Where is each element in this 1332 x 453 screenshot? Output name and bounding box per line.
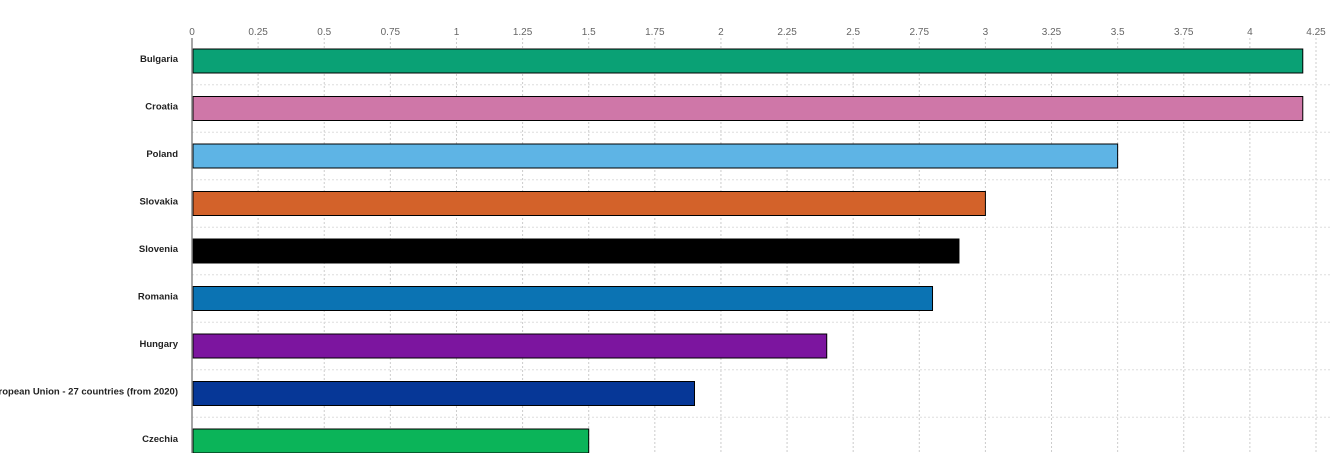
category-labels: Bulgaria Croatia Poland Slovakia Slovenia Rom…	[0, 54, 179, 445]
category-label: Czechia	[142, 434, 179, 445]
x-tick-label: 4	[1247, 27, 1253, 38]
x-tick-label: 1.5	[582, 27, 596, 38]
x-tick-label: 2.25	[777, 27, 797, 38]
x-tick-label: 2	[718, 27, 724, 38]
category-label: Poland	[146, 149, 178, 160]
x-tick-label: 3.25	[1042, 27, 1062, 38]
x-tick-label: 3.5	[1111, 27, 1125, 38]
category-label: Bulgaria	[140, 54, 179, 65]
x-tick-label: 1	[454, 27, 460, 38]
x-tick-label: 1.25	[513, 27, 533, 38]
x-tick-label: 0.75	[381, 27, 401, 38]
category-label: Romania	[138, 292, 179, 303]
bar-czechia[interactable]	[192, 428, 590, 453]
bar-poland[interactable]	[192, 143, 1119, 169]
x-tick-label: 4.25	[1306, 27, 1326, 38]
x-tick-label: 0.25	[248, 27, 268, 38]
x-axis-ticks: 0 0.25 0.5 0.75 1 1.25 1.5 1.75 2 2.25 2.5 2.75 3 3.2…	[189, 27, 1326, 38]
bar-bulgaria[interactable]	[192, 48, 1304, 74]
x-tick-label: 3.75	[1174, 27, 1194, 38]
bar-croatia[interactable]	[192, 96, 1304, 121]
x-tick-label: 0.5	[317, 27, 331, 38]
category-label: Slovakia	[139, 197, 178, 208]
category-label: Hungary	[139, 339, 178, 350]
bar-hungary[interactable]	[192, 333, 828, 359]
bar-european-union-27-countries-from-2020[interactable]	[192, 381, 695, 406]
x-tick-label: 3	[983, 27, 989, 38]
bars	[192, 48, 1304, 453]
category-label: Croatia	[145, 102, 178, 113]
x-tick-label: 2.75	[910, 27, 930, 38]
x-tick-label: 0	[189, 27, 195, 38]
bar-slovenia[interactable]	[192, 238, 960, 264]
x-tick-label: 1.75	[645, 27, 665, 38]
x-tick-label: 2.5	[846, 27, 860, 38]
bar-slovakia[interactable]	[192, 191, 986, 216]
category-label: Slovenia	[139, 244, 179, 255]
bar-romania[interactable]	[192, 286, 934, 311]
category-label: European Union - 27 countries (from 2020…	[0, 387, 178, 398]
